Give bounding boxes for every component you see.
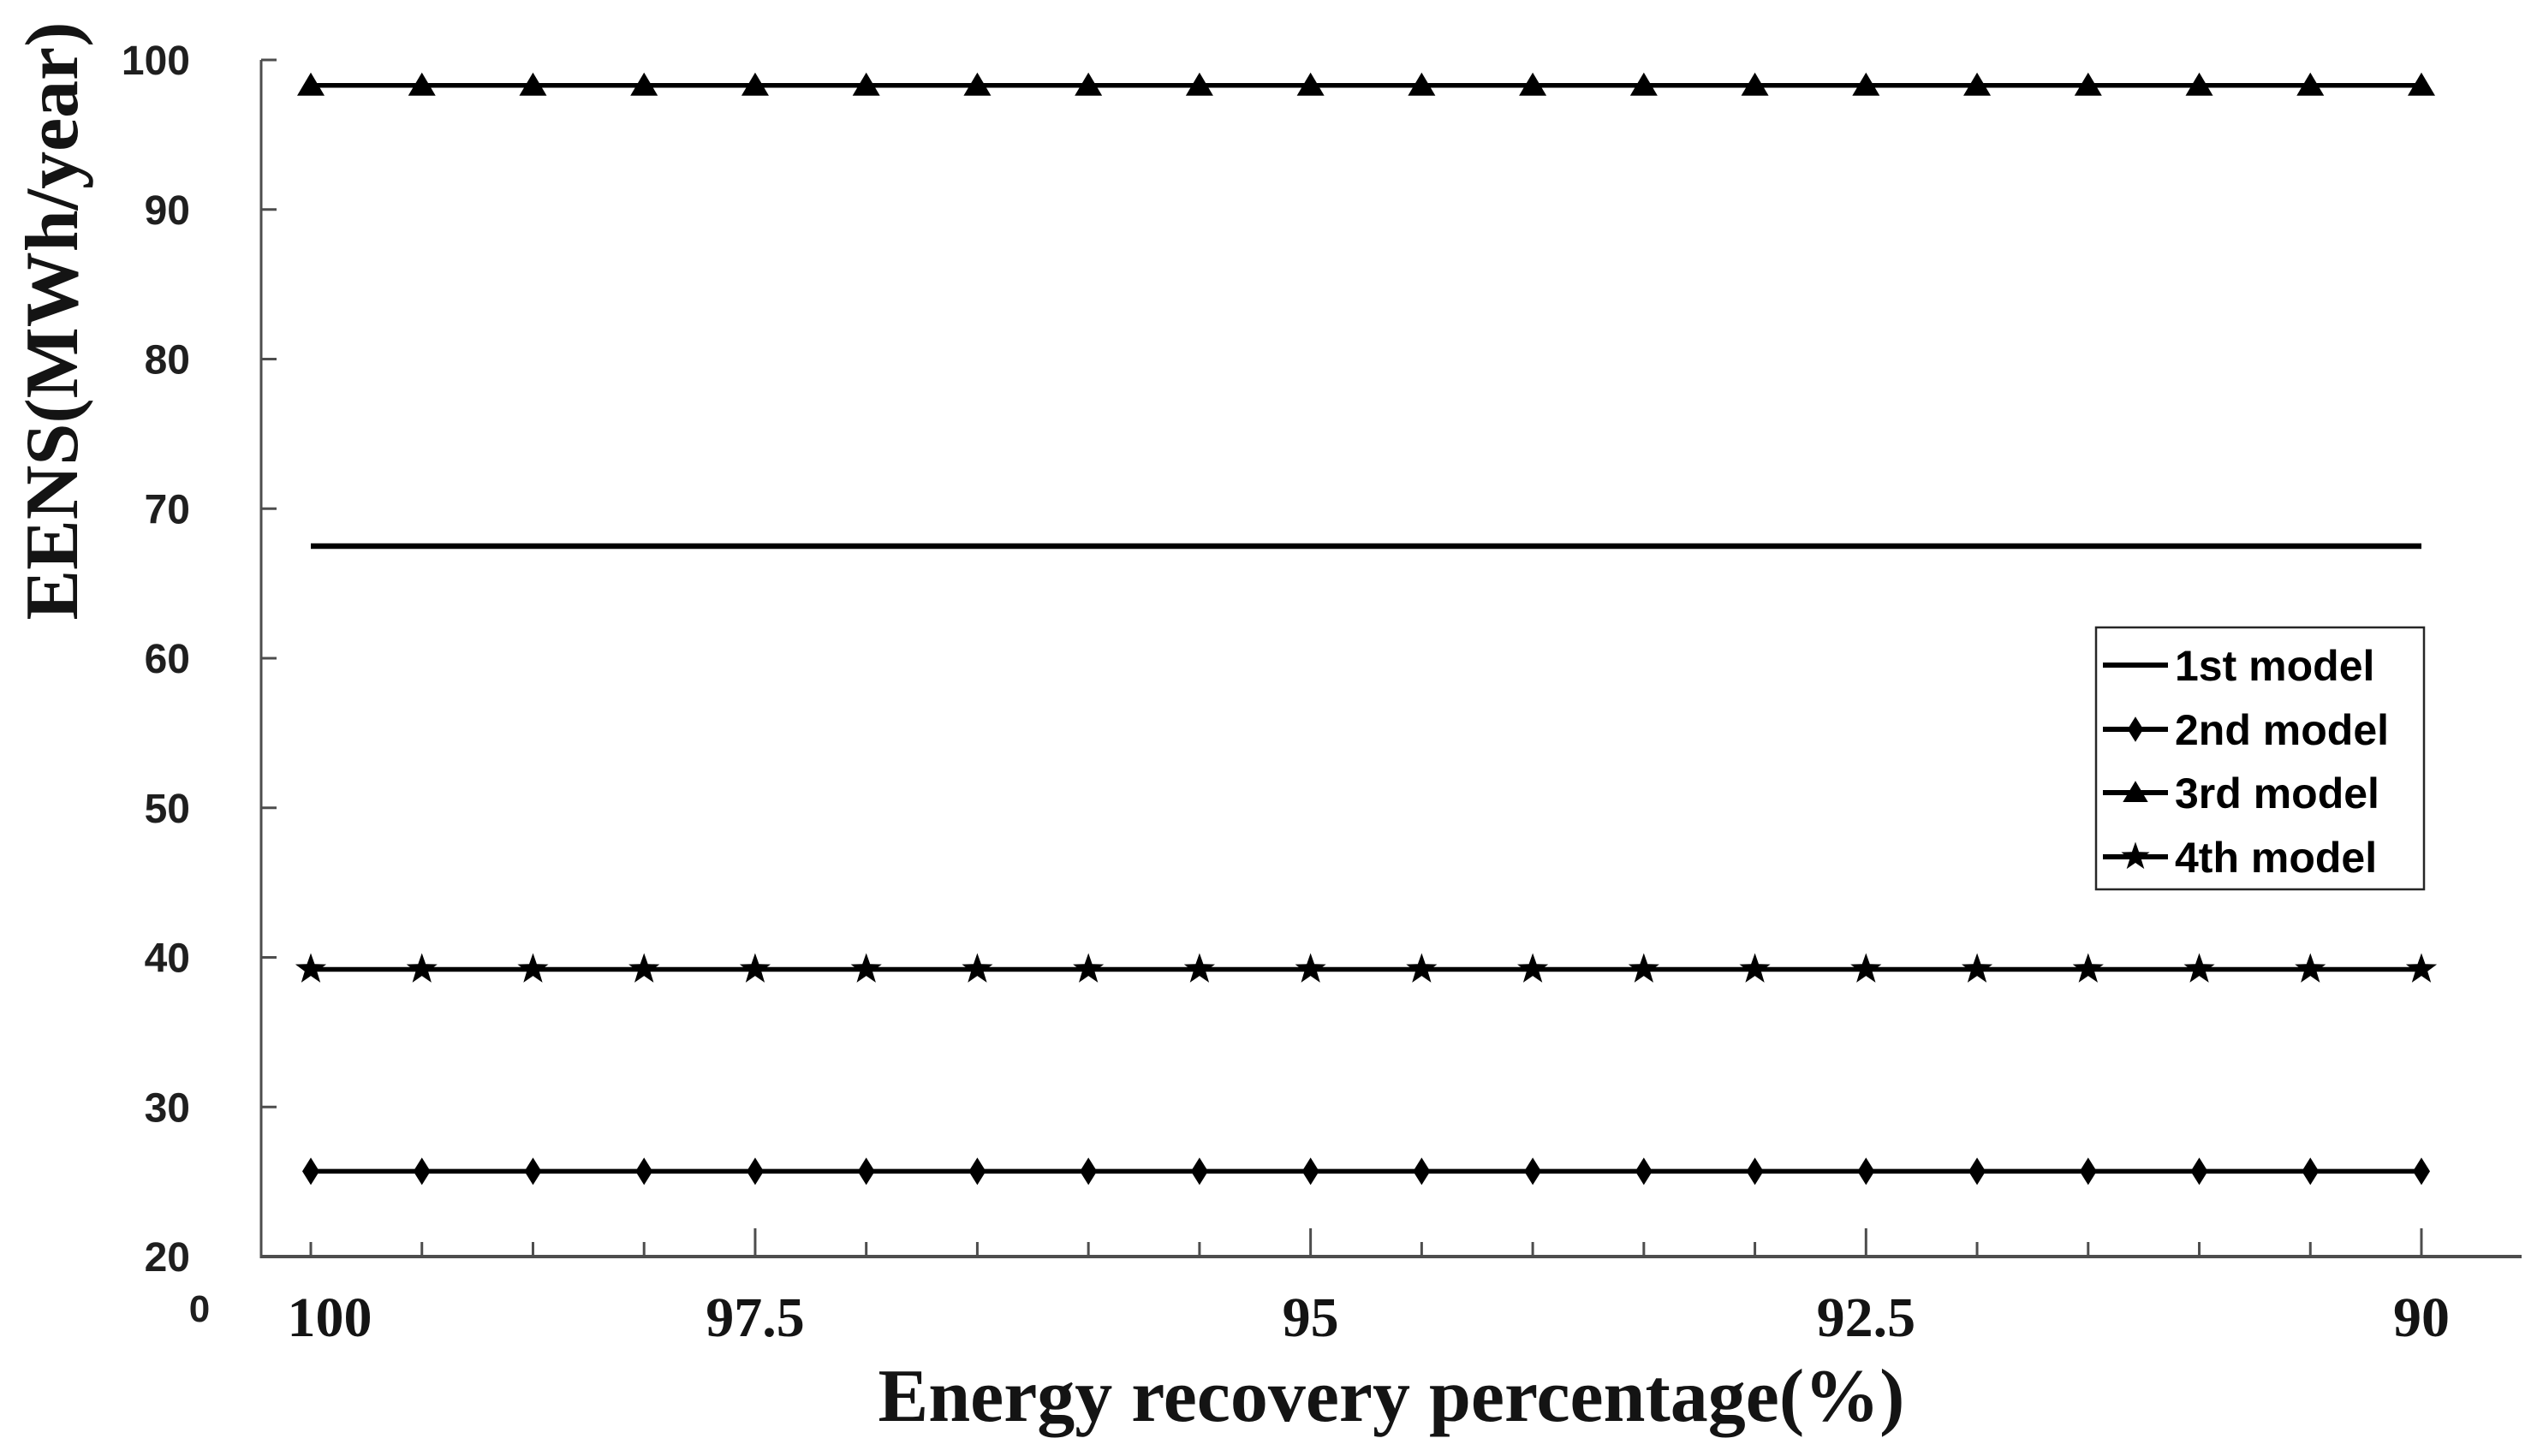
- triangle-marker: [1185, 72, 1213, 96]
- legend-entry: 4th model: [2103, 834, 2377, 882]
- legend-label: 3rd model: [2175, 770, 2379, 817]
- triangle-marker: [2408, 72, 2435, 96]
- triangle-marker: [1408, 72, 1436, 96]
- star-marker: [628, 953, 660, 983]
- triangle-marker: [519, 72, 547, 96]
- star-marker: [1739, 953, 1771, 983]
- diamond-marker: [1413, 1157, 1431, 1186]
- triangle-marker: [1519, 72, 1547, 96]
- legend-entry: 1st model: [2103, 642, 2374, 690]
- y-tick-label: 80: [145, 338, 190, 383]
- legend-triangle-marker: [2123, 781, 2148, 803]
- y-tick-label: 30: [145, 1085, 190, 1131]
- legend-star-marker: [2121, 841, 2150, 870]
- star-marker: [2405, 953, 2438, 983]
- diamond-marker: [1190, 1157, 1208, 1186]
- diamond-marker: [1301, 1157, 1319, 1186]
- diamond-marker: [2079, 1157, 2097, 1186]
- diamond-marker: [1635, 1157, 1653, 1186]
- diamond-marker: [1968, 1157, 1986, 1186]
- diamond-marker: [2190, 1157, 2208, 1186]
- legend-diamond-marker: [2127, 716, 2144, 742]
- triangle-marker: [1296, 72, 1325, 96]
- legend-label: 2nd model: [2175, 706, 2389, 754]
- triangle-marker: [1075, 72, 1103, 96]
- star-marker: [850, 953, 882, 983]
- diamond-marker: [302, 1157, 319, 1186]
- x-tick-label: 100: [288, 1287, 372, 1349]
- diamond-marker: [1857, 1157, 1875, 1186]
- star-marker: [1628, 953, 1659, 983]
- y-tick-label: 40: [145, 936, 190, 982]
- star-marker: [1183, 953, 1215, 983]
- star-marker: [962, 953, 993, 983]
- diamond-marker: [2413, 1157, 2430, 1186]
- y-tick-label: 100: [122, 39, 190, 84]
- triangle-marker: [1852, 72, 1880, 96]
- triangle-marker: [2296, 72, 2325, 96]
- legend-entry: 2nd model: [2103, 706, 2389, 754]
- y-tick-label: 20: [145, 1235, 190, 1281]
- series-4th-model: [295, 953, 2438, 983]
- diamond-marker: [1080, 1157, 1098, 1186]
- triangle-marker: [630, 72, 658, 96]
- star-marker: [739, 953, 771, 983]
- diamond-marker: [635, 1157, 653, 1186]
- star-marker: [1295, 953, 1326, 983]
- x-axis: 100 97.5 95 92.5 90 0: [189, 1228, 2450, 1349]
- triangle-marker: [2185, 72, 2213, 96]
- y-tick-label: 50: [145, 787, 190, 832]
- triangle-marker: [297, 72, 325, 96]
- diamond-marker: [968, 1157, 986, 1186]
- star-marker: [295, 953, 327, 983]
- y-axis-title: EENS(MWh/year): [11, 21, 94, 621]
- x-tick-label: 95: [1283, 1287, 1339, 1349]
- triangle-marker: [852, 72, 880, 96]
- x-tick-label: 92.5: [1817, 1287, 1916, 1349]
- triangle-marker: [408, 72, 436, 96]
- legend-label: 1st model: [2175, 642, 2374, 690]
- triangle-marker: [1741, 72, 1769, 96]
- triangle-marker: [2074, 72, 2102, 96]
- y-tick-label: 90: [145, 188, 190, 234]
- star-marker: [517, 953, 549, 983]
- x-axis-title: Energy recovery percentage(%): [878, 1355, 1905, 1438]
- star-marker: [2295, 953, 2326, 983]
- star-marker: [2183, 953, 2215, 983]
- legend-box: [2094, 626, 2426, 891]
- series-3rd-model: [297, 72, 2435, 96]
- diamond-marker: [857, 1157, 875, 1186]
- diamond-marker: [2302, 1157, 2320, 1186]
- triangle-marker: [741, 72, 769, 96]
- triangle-marker: [963, 72, 992, 96]
- y-tick-label: 70: [145, 487, 190, 532]
- star-marker: [1962, 953, 1993, 983]
- diamond-marker: [1524, 1157, 1542, 1186]
- legend-label: 4th model: [2175, 834, 2377, 882]
- diamond-marker: [746, 1157, 764, 1186]
- x-tick-label: 90: [2393, 1287, 2450, 1349]
- star-marker: [1850, 953, 1882, 983]
- triangle-marker: [1963, 72, 1992, 96]
- y-axis: 20 30 40 50 60 70 80 90 100: [122, 39, 277, 1281]
- star-marker: [1406, 953, 1438, 983]
- legend: 1st model 2nd model 3rd model 4th model: [2094, 626, 2426, 891]
- star-marker: [1073, 953, 1105, 983]
- series-2nd-model: [302, 1157, 2430, 1186]
- diamond-marker: [1746, 1157, 1764, 1186]
- star-marker: [2072, 953, 2104, 983]
- diamond-marker: [413, 1157, 431, 1186]
- star-marker: [1517, 953, 1549, 983]
- legend-entry: 3rd model: [2103, 770, 2379, 817]
- x-origin-label: 0: [189, 1288, 210, 1330]
- diamond-marker: [524, 1157, 542, 1186]
- triangle-marker: [1629, 72, 1658, 96]
- x-tick-label: 97.5: [706, 1287, 805, 1349]
- y-tick-label: 60: [145, 637, 190, 682]
- star-marker: [406, 953, 438, 983]
